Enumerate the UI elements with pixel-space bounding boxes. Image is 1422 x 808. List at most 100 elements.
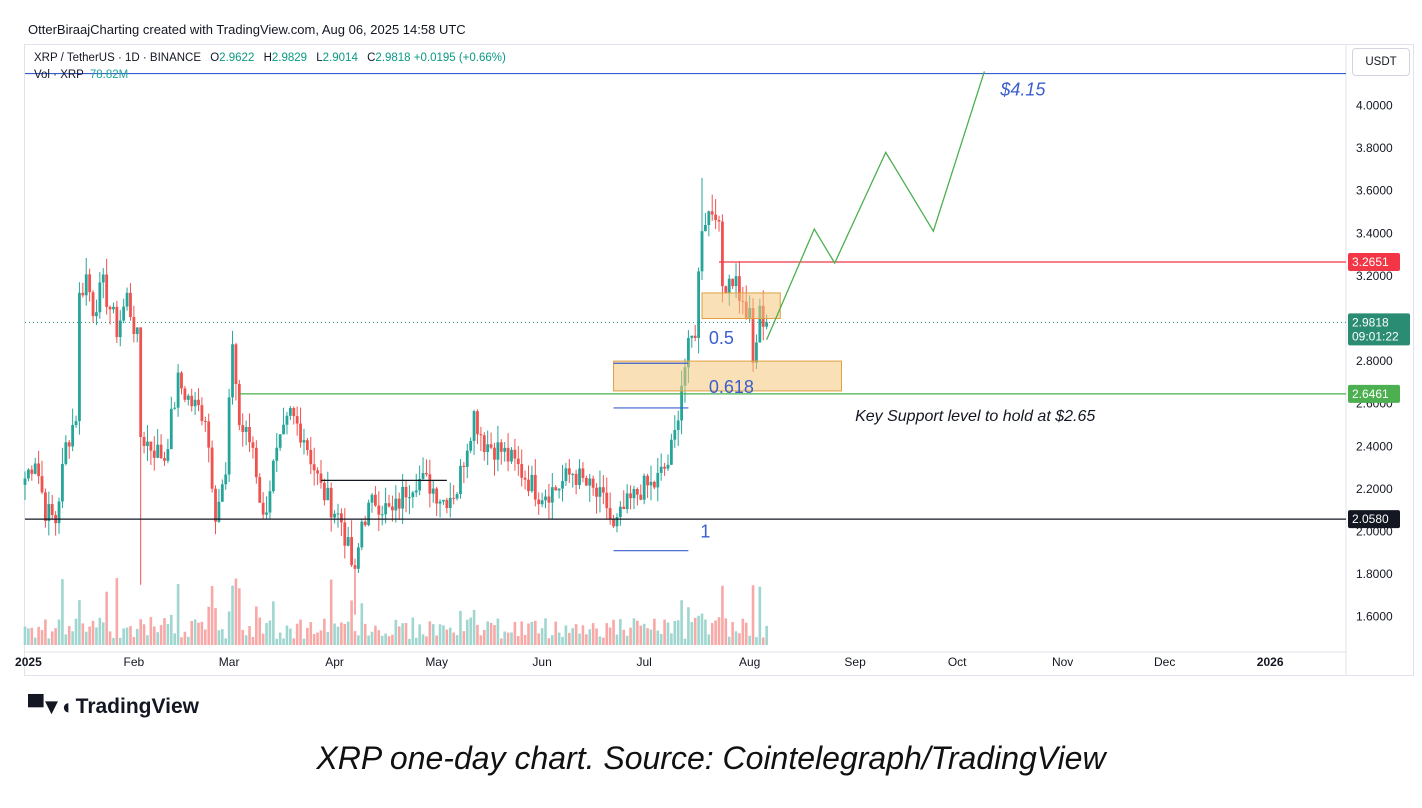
volume-label[interactable]: Vol · XRP xyxy=(34,69,84,81)
candle-body[interactable] xyxy=(618,506,622,518)
candle-body[interactable] xyxy=(142,437,146,447)
candle-body[interactable] xyxy=(156,444,160,458)
candle-body[interactable] xyxy=(125,292,129,307)
candle-body[interactable] xyxy=(339,513,343,523)
candle-body[interactable] xyxy=(418,478,422,491)
candle-body[interactable] xyxy=(482,435,486,453)
candle-body[interactable] xyxy=(425,472,428,475)
candle-body[interactable] xyxy=(217,501,221,522)
candle-body[interactable] xyxy=(731,278,735,287)
candle-body[interactable] xyxy=(47,504,51,521)
candle-body[interactable] xyxy=(326,487,330,501)
candle-body[interactable] xyxy=(564,468,568,482)
candle-body[interactable] xyxy=(751,308,755,363)
candle-body[interactable] xyxy=(316,470,319,474)
candle-body[interactable] xyxy=(581,468,585,478)
candle-body[interactable] xyxy=(305,440,309,450)
candle-body[interactable] xyxy=(84,274,88,296)
candle-body[interactable] xyxy=(203,420,207,422)
candle-body[interactable] xyxy=(442,499,445,502)
candle-body[interactable] xyxy=(629,493,632,499)
candle-body[interactable] xyxy=(78,292,81,422)
candle-body[interactable] xyxy=(360,521,364,548)
candle-body[interactable] xyxy=(387,503,391,507)
candle-body[interactable] xyxy=(554,487,558,491)
candle-body[interactable] xyxy=(268,491,272,513)
candle-body[interactable] xyxy=(700,231,704,272)
candle-body[interactable] xyxy=(74,421,78,426)
candle-body[interactable] xyxy=(673,429,677,440)
candle-body[interactable] xyxy=(588,478,592,486)
candle-body[interactable] xyxy=(302,440,306,443)
candle-body[interactable] xyxy=(129,292,132,318)
candle-body[interactable] xyxy=(431,488,435,494)
candle-body[interactable] xyxy=(625,493,629,510)
candle-body[interactable] xyxy=(333,513,336,518)
candle-body[interactable] xyxy=(591,478,595,488)
candle-body[interactable] xyxy=(27,469,30,479)
candle-body[interactable] xyxy=(639,494,643,500)
candle-body[interactable] xyxy=(152,450,156,458)
candle-body[interactable] xyxy=(292,408,296,417)
candle-body[interactable] xyxy=(717,219,721,222)
candle-body[interactable] xyxy=(755,342,758,363)
candle-body[interactable] xyxy=(459,465,462,495)
candle-body[interactable] xyxy=(601,487,605,493)
candle-body[interactable] xyxy=(210,447,214,489)
candle-body[interactable] xyxy=(95,312,98,317)
candle-body[interactable] xyxy=(336,513,340,515)
candle-body[interactable] xyxy=(288,408,292,416)
candle-body[interactable] xyxy=(64,442,68,464)
candle-body[interactable] xyxy=(214,488,217,522)
candle-body[interactable] xyxy=(57,501,61,524)
candle-body[interactable] xyxy=(282,424,285,435)
candle-body[interactable] xyxy=(758,305,762,343)
candle-body[interactable] xyxy=(98,282,102,313)
candle-body[interactable] xyxy=(261,502,265,515)
candle-body[interactable] xyxy=(244,426,248,432)
candle-body[interactable] xyxy=(353,565,357,569)
candle-body[interactable] xyxy=(271,460,275,492)
candle-body[interactable] xyxy=(227,397,231,475)
candle-body[interactable] xyxy=(523,477,527,480)
candle-body[interactable] xyxy=(108,306,112,310)
candle-body[interactable] xyxy=(112,306,115,310)
candle-body[interactable] xyxy=(635,488,639,495)
candle-body[interactable] xyxy=(734,276,738,287)
candle-body[interactable] xyxy=(312,464,316,471)
candle-body[interactable] xyxy=(193,399,197,407)
candle-body[interactable] xyxy=(435,488,439,504)
candle-body[interactable] xyxy=(707,211,711,225)
candle-body[interactable] xyxy=(33,463,37,474)
candle-body[interactable] xyxy=(612,518,615,527)
candle-body[interactable] xyxy=(510,449,513,462)
candle-body[interactable] xyxy=(370,494,374,503)
candle-body[interactable] xyxy=(391,506,394,511)
candle-body[interactable] xyxy=(357,547,360,569)
candle-body[interactable] xyxy=(169,408,173,450)
candle-body[interactable] xyxy=(40,476,44,493)
candle-body[interactable] xyxy=(516,458,520,465)
candle-body[interactable] xyxy=(61,463,64,502)
candle-body[interactable] xyxy=(652,481,656,488)
candle-body[interactable] xyxy=(561,481,564,489)
candle-body[interactable] xyxy=(680,385,683,421)
candle-body[interactable] xyxy=(598,487,602,497)
candle-body[interactable] xyxy=(642,475,646,500)
candle-body[interactable] xyxy=(469,440,473,451)
candle-body[interactable] xyxy=(462,465,466,467)
candle-body[interactable] xyxy=(465,450,469,467)
candle-body[interactable] xyxy=(765,322,769,327)
candle-body[interactable] xyxy=(506,447,510,462)
candle-body[interactable] xyxy=(180,372,183,389)
candle-body[interactable] xyxy=(224,474,228,485)
candle-body[interactable] xyxy=(319,473,323,483)
candle-body[interactable] xyxy=(550,487,554,503)
candle-body[interactable] xyxy=(448,497,452,509)
candle-body[interactable] xyxy=(367,502,371,526)
candle-body[interactable] xyxy=(200,405,204,421)
candle-body[interactable] xyxy=(295,416,299,424)
candle-body[interactable] xyxy=(115,306,119,338)
candle-body[interactable] xyxy=(578,468,581,485)
candle-body[interactable] xyxy=(190,395,194,407)
